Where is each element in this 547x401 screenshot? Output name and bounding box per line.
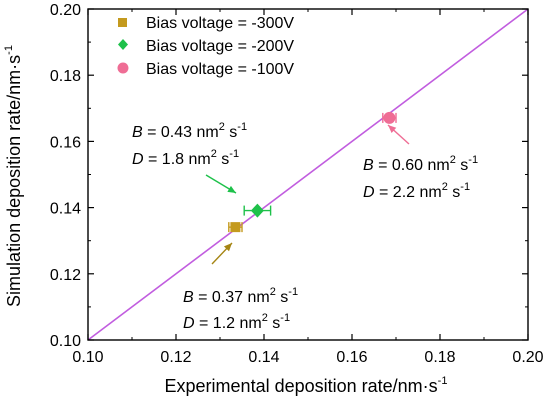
x-tick-label: 0.18 — [424, 349, 455, 366]
annotation-200v-d: D = 1.8 nm2 s-1 — [132, 148, 239, 168]
y-tick-label: 0.10 — [50, 333, 81, 350]
annotation-arrow-head — [227, 185, 236, 193]
annotation-300v: B = 0.37 nm2 s-1 D = 1.2 nm2 s-1 — [183, 286, 298, 332]
x-tick-label: 0.14 — [248, 349, 279, 366]
y-axis-title-text: Simulation deposition rate/nm·s — [4, 55, 24, 307]
annotation-arrow-head — [388, 125, 397, 133]
annotation-300v-b: B = 0.37 nm2 s-1 — [183, 286, 298, 306]
annotation-200v-b: B = 0.43 nm2 s-1 — [132, 121, 247, 141]
annotation-200v: B = 0.43 nm2 s-1 D = 1.8 nm2 s-1 — [132, 121, 247, 168]
x-tick-label: 0.16 — [336, 349, 367, 366]
legend-marker-circle — [117, 62, 129, 74]
x-axis-title: Experimental deposition rate/nm·s-1 — [165, 375, 448, 396]
y-tick-label: 0.16 — [50, 134, 81, 151]
legend-entry-100v: Bias voltage = -100V — [146, 61, 294, 78]
y-tick-label: 0.14 — [50, 201, 81, 218]
x-tick-label: 0.20 — [512, 349, 543, 366]
y-tick-label: 0.18 — [50, 68, 81, 85]
y-tick-label: 0.12 — [50, 267, 81, 284]
data-point-square — [230, 222, 241, 233]
x-axis-title-text: Experimental deposition rate/nm·s — [165, 376, 438, 396]
data-point-circle — [383, 111, 396, 124]
annotation-100v-d: D = 2.2 nm2 s-1 — [363, 181, 470, 201]
y-axis-title-sup: -1 — [3, 45, 15, 55]
legend-marker-square — [118, 18, 127, 27]
legend-entry-200v: Bias voltage = -200V — [146, 38, 294, 55]
annotation-300v-d: D = 1.2 nm2 s-1 — [183, 312, 290, 332]
data-point-diamond — [250, 203, 264, 218]
plot-frame — [87, 8, 529, 341]
x-tick-label: 0.12 — [160, 349, 191, 366]
annotation-arrow-head — [223, 243, 232, 252]
legend-entry-300v: Bias voltage = -300V — [146, 15, 294, 32]
y-tick-label: 0.20 — [50, 2, 81, 19]
x-axis-title-sup: -1 — [438, 375, 448, 387]
legend-marker-diamond — [118, 39, 128, 50]
x-tick-label: 0.10 — [72, 349, 103, 366]
reference-line — [87, 8, 529, 341]
plot-area: 0.10 0.12 0.14 0.16 0.18 0.20 0.10 0.12 0.14 0.16… — [50, 2, 544, 366]
annotation-100v-b: B = 0.60 nm2 s-1 — [363, 154, 478, 174]
y-axis-title: Simulation deposition rate/nm·s-1 — [3, 45, 24, 307]
legend: Bias voltage = -300V Bias voltage = -200… — [117, 15, 294, 78]
annotation-100v: B = 0.60 nm2 s-1 D = 2.2 nm2 s-1 — [363, 154, 478, 201]
